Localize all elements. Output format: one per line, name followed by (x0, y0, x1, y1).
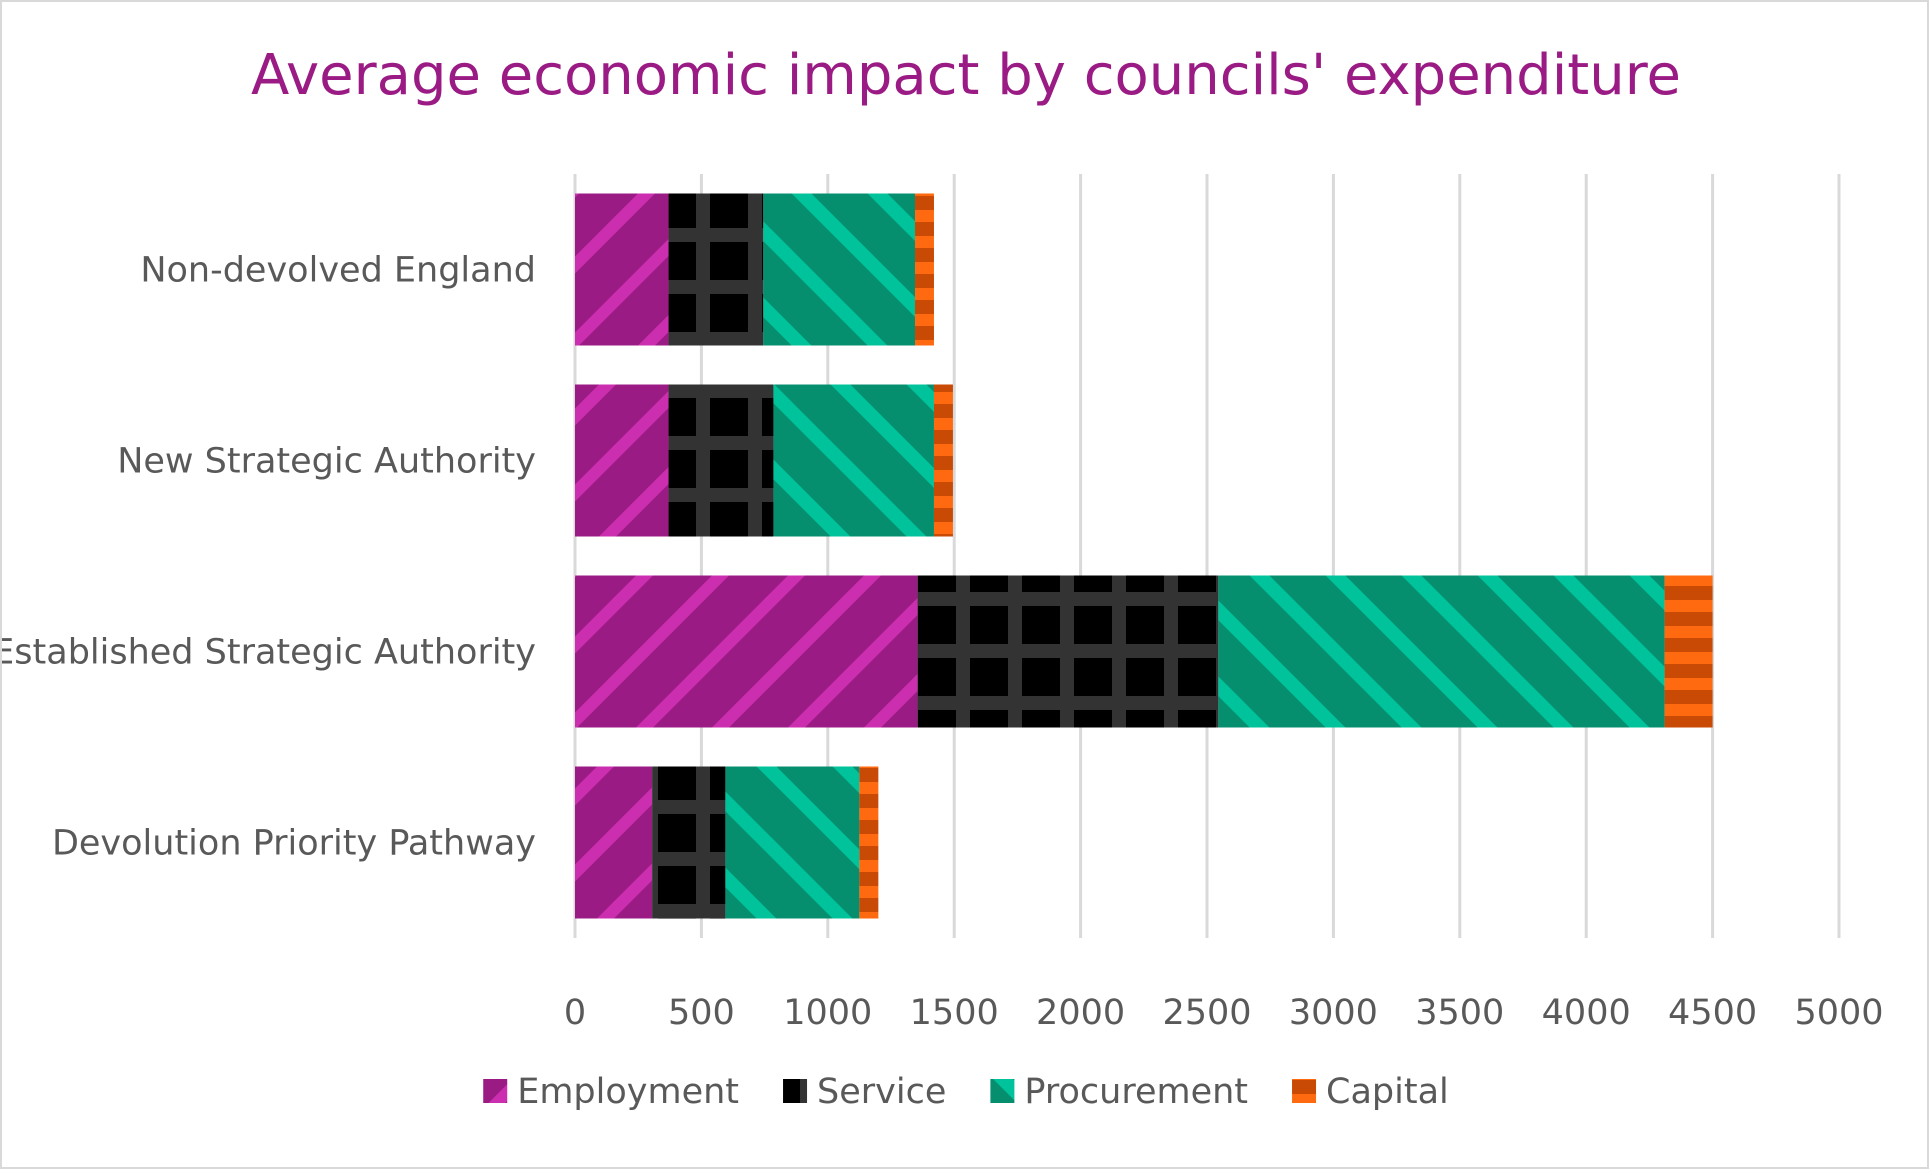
bar-employment-0 (575, 193, 669, 346)
legend-swatch-capital (1292, 1079, 1317, 1103)
x-tick-label-5000: 5000 (1794, 993, 1883, 1033)
bar-capital-0 (915, 193, 934, 346)
bars (575, 193, 1713, 919)
bar-procurement-1 (773, 384, 934, 537)
bar-service-2 (917, 575, 1219, 728)
category-label-0: Non-devolved England (140, 251, 536, 291)
x-tick-label-3000: 3000 (1289, 993, 1378, 1033)
x-tick-label-2500: 2500 (1162, 993, 1251, 1033)
legend-label-procurement: Procurement (1024, 1072, 1248, 1112)
x-axis-ticks: 0 500 1000 1500 2000 2500 3000 3500 4000 4500 5000 (564, 993, 1884, 1033)
bar-capital-3 (859, 766, 879, 919)
legend-swatch-service (783, 1079, 808, 1103)
x-tick-label-4000: 4000 (1542, 993, 1631, 1033)
category-label-1: New Strategic Authority (117, 442, 536, 482)
legend-label-employment: Employment (517, 1072, 739, 1112)
bar-procurement-0 (763, 193, 916, 346)
legend-label-capital: Capital (1326, 1072, 1449, 1112)
bar-service-0 (668, 193, 764, 346)
bar-capital-1 (933, 384, 953, 537)
x-tick-label-0: 0 (564, 993, 586, 1033)
x-tick-label-1500: 1500 (910, 993, 999, 1033)
x-tick-label-500: 500 (668, 993, 735, 1033)
x-tick-label-3500: 3500 (1415, 993, 1504, 1033)
legend-swatch-employment (483, 1079, 508, 1103)
legend-label-service: Service (817, 1072, 946, 1112)
bar-employment-3 (575, 766, 653, 919)
x-tick-label-4500: 4500 (1668, 993, 1757, 1033)
bar-employment-1 (575, 384, 669, 537)
bar-procurement-2 (1218, 575, 1665, 728)
category-label-2: Established Strategic Authority (2, 633, 536, 673)
legend: Employment Service Procurement Capital (483, 1072, 1449, 1112)
chart-title: Average economic impact by councils' exp… (251, 43, 1681, 108)
x-tick-label-1000: 1000 (783, 993, 872, 1033)
bar-capital-2 (1664, 575, 1713, 728)
legend-swatch-procurement (990, 1079, 1015, 1103)
bar-service-3 (652, 766, 726, 919)
bar-employment-2 (575, 575, 918, 728)
bar-service-1 (668, 384, 774, 537)
bar-procurement-3 (725, 766, 860, 919)
x-tick-label-2000: 2000 (1036, 993, 1125, 1033)
category-label-3: Devolution Priority Pathway (52, 824, 536, 864)
category-labels: Non-devolved England New Strategic Author… (2, 251, 536, 864)
